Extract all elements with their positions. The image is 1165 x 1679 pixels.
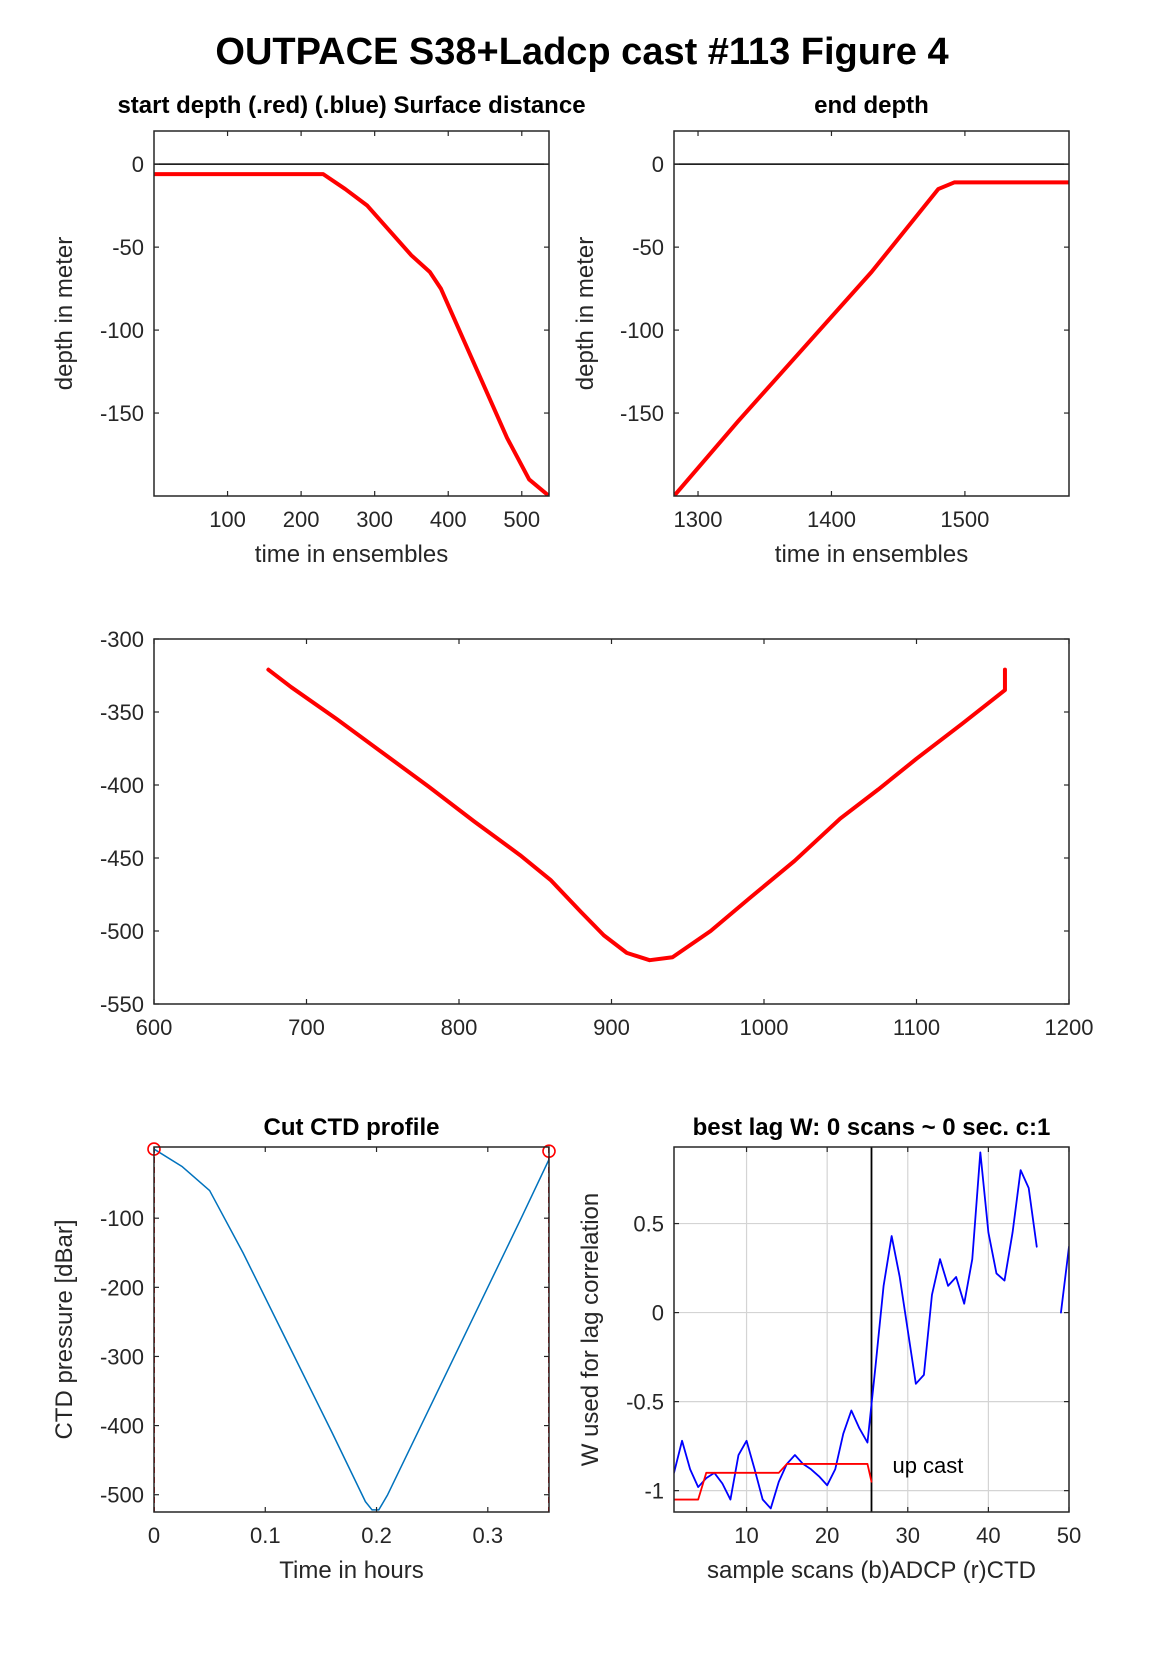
x-axis-label: time in ensembles xyxy=(255,541,448,568)
y-tick-label: -0.5 xyxy=(626,1390,664,1415)
figure-title: OUTPACE S38+Ladcp cast #113 Figure 4 xyxy=(215,31,948,73)
x-tick-label: 100 xyxy=(209,507,246,532)
y-tick-label: -1 xyxy=(644,1479,664,1504)
y-tick-label: -100 xyxy=(100,1206,144,1231)
chart-title: end depth xyxy=(814,92,929,119)
x-tick-label: 1000 xyxy=(740,1015,789,1040)
series-line-0 xyxy=(674,180,1069,496)
x-tick-label: 20 xyxy=(815,1523,839,1548)
x-tick-label: 500 xyxy=(503,507,540,532)
plot-frame xyxy=(673,1146,1070,1513)
plot-series-layer xyxy=(154,1147,549,1512)
chart-start: 100 200 300 400 500 0 -50 -100 -150 start depth (… xyxy=(51,92,586,568)
series-line-ctd xyxy=(674,1463,873,1501)
x-tick-label: 1500 xyxy=(940,507,989,532)
x-axis-label: sample scans (b)ADCP (r)CTD xyxy=(707,1557,1036,1584)
y-tick-label: -500 xyxy=(100,919,144,944)
plot-area xyxy=(674,131,1069,496)
x-axis-label: Time in hours xyxy=(279,1557,424,1584)
y-tick-label: -350 xyxy=(100,700,144,725)
plot-frame xyxy=(153,1146,550,1513)
y-tick-label: -300 xyxy=(100,627,144,652)
y-tick-label: 0 xyxy=(132,152,144,177)
series-line-adcp xyxy=(1060,1245,1069,1314)
chart-middle: 600 700 800 900 1000 1100 1200 -300 -350 -400 -450… xyxy=(100,627,1094,1040)
y-axis-label: W used for lag correlation xyxy=(577,1193,604,1466)
x-axis-label: time in ensembles xyxy=(775,541,968,568)
chart-lag: 10 20 30 40 50 0.5 0 -0.5 -1 best lag W: 0 scans … xyxy=(577,1114,1081,1584)
plot-frame xyxy=(673,130,1070,497)
plot-series-layer xyxy=(154,163,549,496)
y-tick-label: -550 xyxy=(100,992,144,1017)
series-line-0 xyxy=(154,1148,549,1511)
x-tick-label: 900 xyxy=(593,1015,630,1040)
y-tick-label: -100 xyxy=(620,318,664,343)
x-tick-label: 10 xyxy=(734,1523,758,1548)
y-tick-label: -50 xyxy=(112,235,144,260)
plot-area xyxy=(154,1147,549,1512)
chart-ctd: 0 0.1 0.2 0.3 -100 -200 -300 -400 -500 Cut CTD pr… xyxy=(51,1114,556,1584)
x-tick-label: 40 xyxy=(976,1523,1000,1548)
plot-area xyxy=(154,639,1069,1004)
x-tick-label: 800 xyxy=(441,1015,478,1040)
x-tick-label: 0.2 xyxy=(361,1523,392,1548)
x-tick-label: 30 xyxy=(896,1523,920,1548)
x-tick-label: 50 xyxy=(1057,1523,1081,1548)
y-tick-label: 0 xyxy=(652,152,664,177)
y-tick-label: -400 xyxy=(100,1414,144,1439)
plot-series-layer xyxy=(674,1147,1069,1512)
chart-title: Cut CTD profile xyxy=(264,1114,440,1141)
x-tick-label: 1300 xyxy=(674,507,723,532)
chart-title: start depth (.red) (.blue) Surface dista… xyxy=(117,92,585,119)
y-tick-label: -150 xyxy=(620,401,664,426)
y-axis-label: CTD pressure [dBar] xyxy=(51,1219,78,1439)
y-axis-label: depth in meter xyxy=(51,237,78,390)
y-tick-label: 0 xyxy=(652,1301,664,1326)
x-tick-label: 1100 xyxy=(893,1015,940,1040)
chart-end: 1300 1400 1500 0 -50 -100 -150 end depth time in… xyxy=(572,92,1070,568)
plot-area xyxy=(154,131,549,496)
series-line-0 xyxy=(154,172,549,496)
x-tick-label: 300 xyxy=(356,507,393,532)
x-tick-label: 0.3 xyxy=(473,1523,504,1548)
y-tick-label: -100 xyxy=(100,318,144,343)
x-tick-label: 1200 xyxy=(1045,1015,1094,1040)
y-tick-label: -150 xyxy=(100,401,144,426)
plot-series-layer xyxy=(266,667,1007,963)
series-line-adcp xyxy=(674,1151,1038,1510)
x-tick-label: 200 xyxy=(283,507,320,532)
y-tick-label: -450 xyxy=(100,846,144,871)
plot-frame xyxy=(153,130,550,497)
chart-title: best lag W: 0 scans ~ 0 sec. c:1 xyxy=(693,1114,1051,1141)
y-tick-label: 0.5 xyxy=(633,1212,664,1237)
x-tick-label: 0 xyxy=(148,1523,160,1548)
annotation-label: up cast xyxy=(892,1453,963,1478)
y-tick-label: -50 xyxy=(632,235,664,260)
x-tick-label: 700 xyxy=(288,1015,325,1040)
y-axis-label: depth in meter xyxy=(572,237,599,390)
x-tick-label: 600 xyxy=(136,1015,173,1040)
x-tick-label: 1400 xyxy=(807,507,856,532)
plot-series-layer xyxy=(674,163,1069,496)
x-tick-label: 0.1 xyxy=(250,1523,281,1548)
series-line-0 xyxy=(266,667,1007,963)
y-tick-label: -200 xyxy=(100,1275,144,1300)
y-tick-label: -400 xyxy=(100,773,144,798)
y-tick-label: -500 xyxy=(100,1483,144,1508)
x-tick-label: 400 xyxy=(430,507,467,532)
y-tick-label: -300 xyxy=(100,1344,144,1369)
